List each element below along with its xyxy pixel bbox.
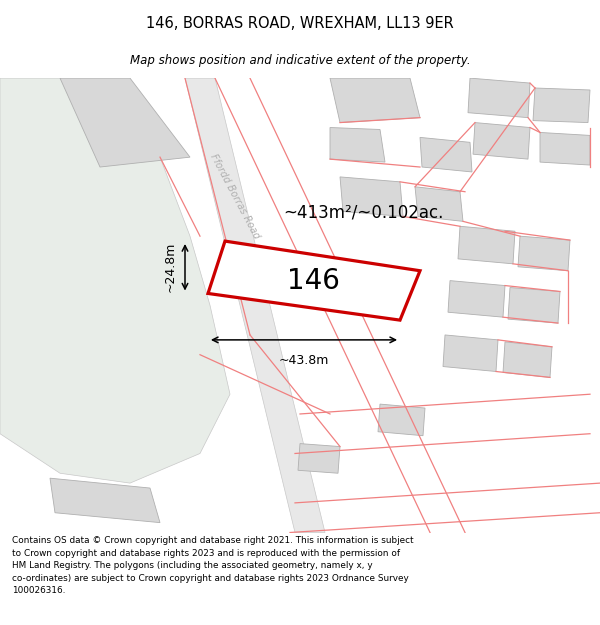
Text: ~43.8m: ~43.8m xyxy=(279,354,329,367)
Polygon shape xyxy=(330,127,385,162)
Polygon shape xyxy=(330,78,420,122)
Polygon shape xyxy=(458,226,515,264)
Polygon shape xyxy=(533,88,590,122)
Text: Contains OS data © Crown copyright and database right 2021. This information is : Contains OS data © Crown copyright and d… xyxy=(12,536,413,595)
Polygon shape xyxy=(185,78,325,532)
Polygon shape xyxy=(378,404,425,436)
Polygon shape xyxy=(503,342,552,377)
Text: Map shows position and indicative extent of the property.: Map shows position and indicative extent… xyxy=(130,54,470,68)
Text: ~413m²/~0.102ac.: ~413m²/~0.102ac. xyxy=(283,203,443,221)
Polygon shape xyxy=(60,78,190,167)
Polygon shape xyxy=(298,444,340,473)
Polygon shape xyxy=(540,132,590,165)
Polygon shape xyxy=(0,78,230,483)
Polygon shape xyxy=(518,236,570,271)
Text: ~24.8m: ~24.8m xyxy=(164,242,177,292)
Polygon shape xyxy=(473,122,530,159)
Polygon shape xyxy=(50,478,160,522)
Polygon shape xyxy=(448,281,505,317)
Text: 146, BORRAS ROAD, WREXHAM, LL13 9ER: 146, BORRAS ROAD, WREXHAM, LL13 9ER xyxy=(146,16,454,31)
Polygon shape xyxy=(508,288,560,323)
Text: Ffordd Borras Road: Ffordd Borras Road xyxy=(208,152,262,241)
Polygon shape xyxy=(415,187,463,221)
Polygon shape xyxy=(208,241,420,320)
Polygon shape xyxy=(340,177,403,216)
Polygon shape xyxy=(443,335,498,371)
Polygon shape xyxy=(468,78,530,118)
Text: 146: 146 xyxy=(287,268,340,296)
Polygon shape xyxy=(420,138,472,172)
